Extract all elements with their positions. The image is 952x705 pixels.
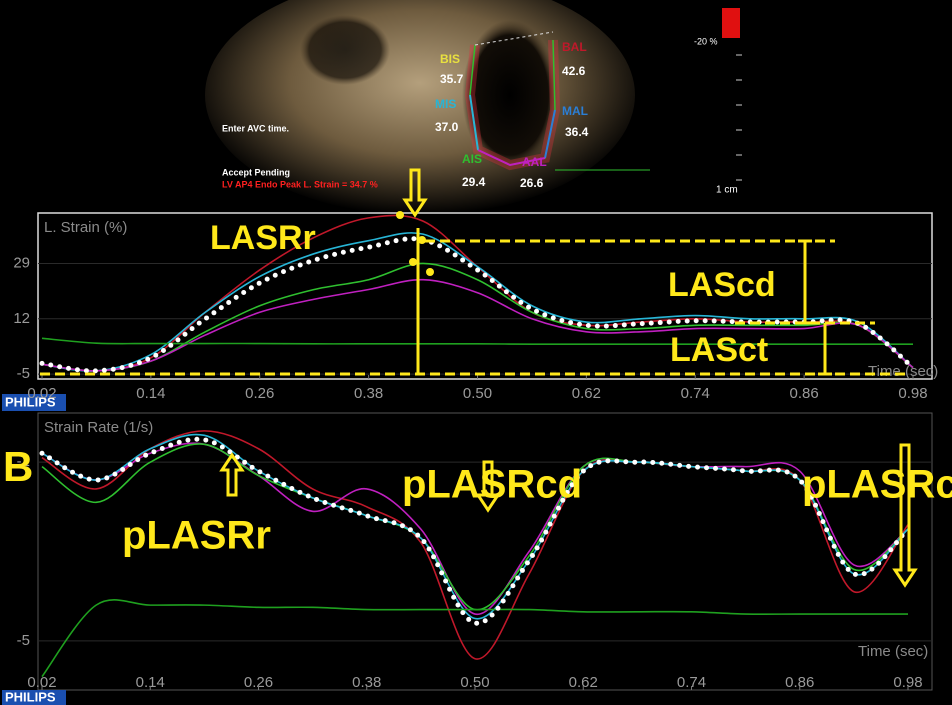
x-axis-title: Time (sec) (858, 643, 928, 660)
annotation: LAScd (668, 266, 776, 304)
x-tick-label: 0.14 (136, 385, 165, 402)
segment-name: MIS (435, 97, 456, 111)
segment-name: BAL (562, 40, 587, 54)
y-tick-label: -5 (17, 632, 30, 649)
x-tick-label: 0.02 (27, 385, 56, 402)
scale-label: -20 % (694, 36, 718, 46)
annotation: B (3, 443, 33, 490)
x-tick-label: 0.98 (898, 385, 927, 402)
segment-value: 36.4 (565, 125, 589, 139)
color-scale (722, 8, 740, 38)
scale-label: 1 cm (716, 185, 738, 196)
annotation: pLASRr (122, 514, 271, 558)
y-tick-label: -5 (17, 365, 30, 382)
y-tick-label: 12 (13, 310, 30, 327)
annotation: pLASRct (802, 463, 952, 507)
segment-name: AAL (522, 155, 547, 169)
segment-value: 42.6 (562, 64, 586, 78)
status: Accept Pending (222, 167, 290, 177)
x-tick-label: 0.38 (354, 385, 383, 402)
result: LV AP4 Endo Peak L. Strain = 34.7 % (222, 179, 378, 189)
x-tick-label: 0.26 (245, 385, 274, 402)
segment-value: 37.0 (435, 120, 459, 134)
logo-text: PHILIPS (5, 689, 56, 704)
segment-value: 35.7 (440, 72, 464, 86)
x-tick-label: 0.86 (790, 385, 819, 402)
segment-value: 29.4 (462, 175, 486, 189)
x-axis-title: Time (sec) (868, 363, 938, 380)
x-tick-label: 0.74 (681, 385, 710, 402)
segment-name: MAL (562, 104, 588, 118)
screen: -20 % 1 cm Enter AVC time. Accept Pendin… (0, 0, 952, 705)
logo: PHILIPS (2, 689, 66, 705)
annotation: LASRr (210, 219, 316, 257)
segment-name: AIS (462, 152, 482, 166)
y-tick-label: 29 (13, 254, 30, 271)
y-axis-title: L. Strain (%) (44, 219, 127, 236)
segment-value: 26.6 (520, 176, 544, 190)
prompt: Enter AVC time. (222, 123, 289, 133)
annotation: LASct (670, 331, 768, 369)
annotation: pLASRcd (402, 463, 582, 507)
x-tick-label: 0.62 (572, 385, 601, 402)
x-tick-label: 0.50 (463, 385, 492, 402)
y-axis-title: Strain Rate (1/s) (44, 419, 153, 436)
segment-name: BIS (440, 52, 460, 66)
